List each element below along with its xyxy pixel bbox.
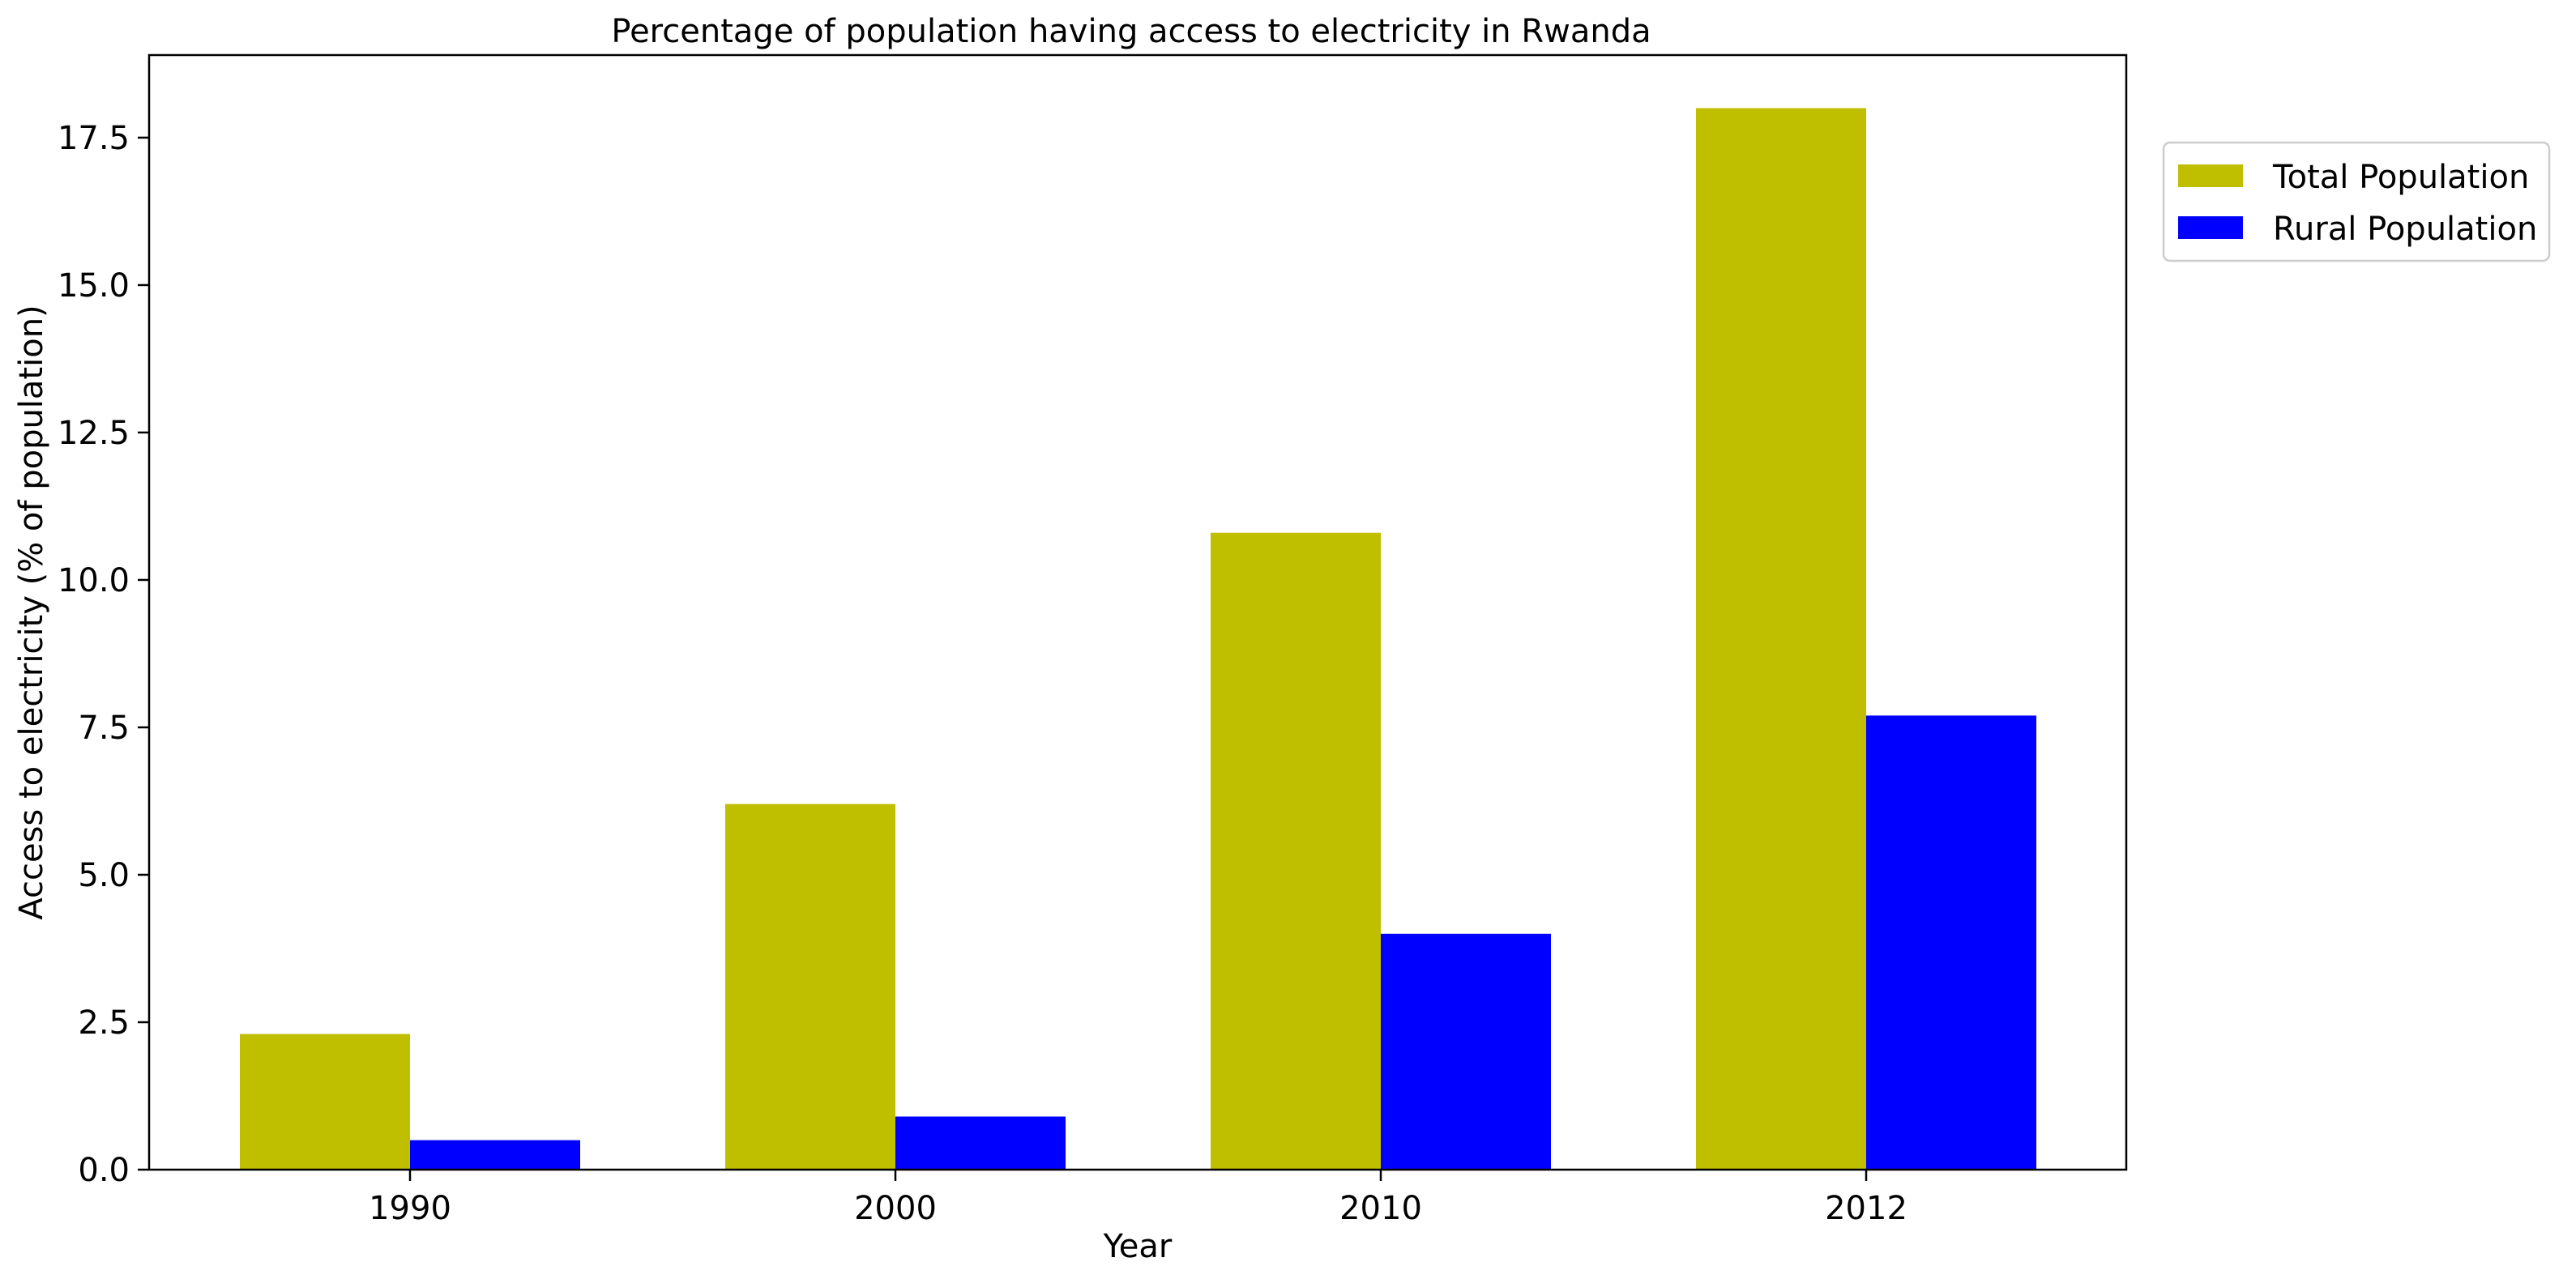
bar-rural-population-2012	[1866, 715, 2036, 1170]
y-tick-label: 15.0	[58, 267, 130, 305]
y-tick-label: 7.5	[78, 710, 130, 747]
chart-title: Percentage of population having access t…	[611, 13, 1651, 50]
y-tick-label: 5.0	[78, 857, 130, 894]
bar-total-population-2012	[1696, 108, 1866, 1170]
legend-label-total-population: Total Population	[2272, 159, 2529, 196]
y-axis: 0.0 2.5 5.0 7.5 10.0 12.5 15.0 17.5	[58, 120, 149, 1189]
x-tick-label: 2010	[1339, 1190, 1422, 1227]
legend-frame	[2162, 141, 2551, 262]
legend-items: Total Population Rural Population	[2178, 159, 2537, 248]
legend: Total Population Rural Population	[2162, 141, 2551, 262]
y-axis-label: Access to electricity (% of population)	[13, 305, 50, 919]
y-tick-label: 0.0	[78, 1152, 130, 1189]
legend-swatch-rural-population	[2178, 216, 2243, 239]
legend-label-rural-population: Rural Population	[2273, 211, 2537, 248]
x-tick-label: 2012	[1825, 1190, 1907, 1227]
x-axis: 1990 2000 2010 2012	[369, 1170, 1907, 1227]
legend-swatch-total-population	[2178, 164, 2243, 187]
x-tick-label: 1990	[369, 1190, 451, 1227]
bar-rural-population-2010	[1381, 933, 1551, 1170]
y-tick-label: 12.5	[58, 415, 130, 452]
y-tick-label: 10.0	[58, 562, 130, 599]
bar-rural-population-1990	[410, 1140, 580, 1170]
bar-total-population-2010	[1211, 532, 1381, 1170]
x-axis-label: Year	[1103, 1228, 1173, 1265]
y-tick-label: 2.5	[78, 1004, 130, 1042]
x-tick-label: 2000	[854, 1190, 937, 1227]
bar-total-population-1990	[240, 1034, 410, 1170]
bars-layer	[240, 108, 2036, 1170]
bar-rural-population-2000	[895, 1116, 1066, 1170]
bar-total-population-2000	[725, 804, 895, 1170]
plot-area-frame	[147, 53, 2128, 1171]
y-tick-label: 17.5	[58, 120, 130, 157]
